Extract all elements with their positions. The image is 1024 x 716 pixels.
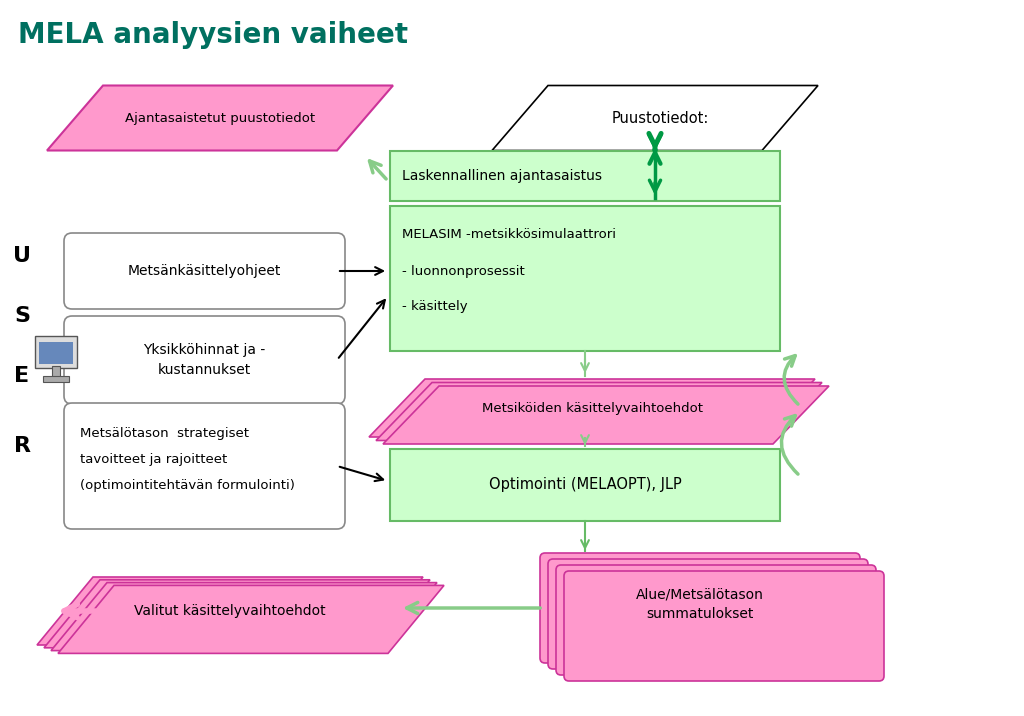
- Text: Puustotiedot:: Puustotiedot:: [611, 110, 709, 125]
- Polygon shape: [47, 85, 393, 150]
- Polygon shape: [44, 580, 430, 648]
- Polygon shape: [383, 386, 829, 444]
- Text: (optimointitehtävän formulointi): (optimointitehtävän formulointi): [80, 478, 295, 491]
- Text: Ajantasaistetut puustotiedot: Ajantasaistetut puustotiedot: [125, 112, 315, 125]
- Text: Laskennallinen ajantasaistus: Laskennallinen ajantasaistus: [402, 169, 602, 183]
- Text: MELASIM -metsikkösimulaattrori: MELASIM -metsikkösimulaattrori: [402, 228, 616, 241]
- Bar: [39, 342, 73, 364]
- FancyBboxPatch shape: [540, 553, 860, 663]
- Text: Valitut käsittelyvaihtoehdot: Valitut käsittelyvaihtoehdot: [134, 604, 326, 618]
- Text: - luonnonprosessit: - luonnonprosessit: [402, 264, 524, 278]
- Text: Metsänkäsittelyohjeet: Metsänkäsittelyohjeet: [128, 264, 282, 278]
- Text: Yksikköhinnat ja -
kustannukset: Yksikköhinnat ja - kustannukset: [143, 343, 265, 377]
- Text: - käsittely: - käsittely: [402, 299, 468, 312]
- Polygon shape: [58, 586, 444, 654]
- Polygon shape: [492, 85, 818, 150]
- Polygon shape: [51, 583, 437, 651]
- Text: Metsälötason  strategiset: Metsälötason strategiset: [80, 427, 249, 440]
- Text: R: R: [13, 436, 31, 456]
- Bar: [52, 366, 60, 378]
- Text: Alue/Metsälötason
summatulokset: Alue/Metsälötason summatulokset: [636, 587, 764, 621]
- Text: tavoitteet ja rajoitteet: tavoitteet ja rajoitteet: [80, 453, 227, 465]
- FancyBboxPatch shape: [63, 403, 345, 529]
- FancyBboxPatch shape: [564, 571, 884, 681]
- Text: Metsiköiden käsittelyvaihtoehdot: Metsiköiden käsittelyvaihtoehdot: [481, 402, 702, 415]
- Bar: [390, 151, 780, 201]
- Bar: [35, 336, 77, 368]
- FancyBboxPatch shape: [63, 316, 345, 404]
- Bar: [390, 206, 780, 351]
- Bar: [43, 376, 69, 382]
- Polygon shape: [369, 379, 815, 437]
- Bar: [390, 449, 780, 521]
- Text: E: E: [14, 366, 30, 386]
- FancyBboxPatch shape: [63, 233, 345, 309]
- Polygon shape: [37, 577, 423, 645]
- Text: MELA analyysien vaiheet: MELA analyysien vaiheet: [18, 21, 408, 49]
- Text: S: S: [14, 306, 30, 326]
- Text: Optimointi (MELAOPT), JLP: Optimointi (MELAOPT), JLP: [488, 478, 681, 493]
- FancyBboxPatch shape: [548, 559, 868, 669]
- Text: U: U: [13, 246, 31, 266]
- FancyBboxPatch shape: [556, 565, 876, 675]
- Polygon shape: [376, 382, 822, 440]
